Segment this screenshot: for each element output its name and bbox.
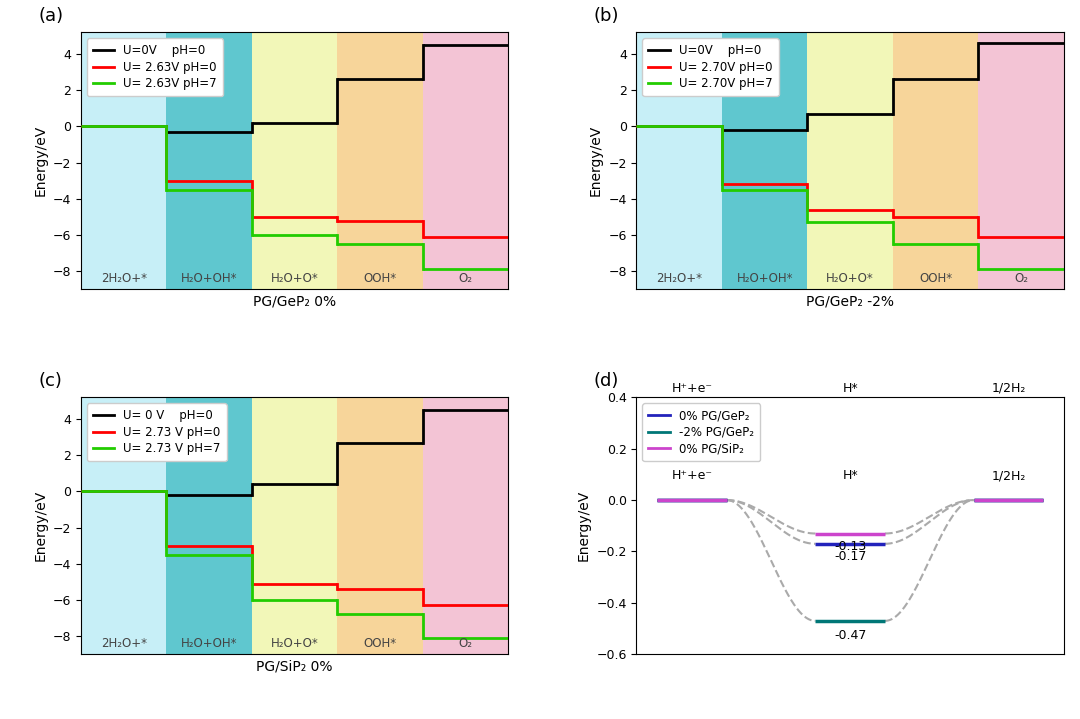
- Text: OOH*: OOH*: [364, 637, 396, 650]
- Text: H⁺+e⁻: H⁺+e⁻: [672, 382, 713, 395]
- Text: -0.17: -0.17: [834, 550, 866, 563]
- Text: 2H₂O+*: 2H₂O+*: [100, 272, 147, 285]
- Text: H*: H*: [842, 382, 858, 395]
- Y-axis label: Energy/eV: Energy/eV: [33, 125, 48, 196]
- X-axis label: PG/SiP₂ 0%: PG/SiP₂ 0%: [256, 660, 333, 674]
- Text: 1/2H₂: 1/2H₂: [991, 469, 1026, 482]
- Text: OOH*: OOH*: [364, 272, 396, 285]
- Text: -0.13: -0.13: [834, 540, 866, 553]
- Text: (d): (d): [594, 372, 619, 390]
- Text: OOH*: OOH*: [919, 272, 953, 285]
- Text: (c): (c): [38, 372, 63, 390]
- Text: H₂O+O*: H₂O+O*: [271, 637, 319, 650]
- Text: H⁺+e⁻: H⁺+e⁻: [672, 469, 713, 482]
- X-axis label: PG/GeP₂ -2%: PG/GeP₂ -2%: [806, 295, 894, 309]
- Text: H*: H*: [842, 469, 858, 482]
- Y-axis label: Energy/eV: Energy/eV: [577, 490, 591, 562]
- Text: H₂O+O*: H₂O+O*: [826, 272, 874, 285]
- Legend: 0% PG/GeP₂, -2% PG/GeP₂, 0% PG/SiP₂: 0% PG/GeP₂, -2% PG/GeP₂, 0% PG/SiP₂: [643, 403, 760, 461]
- Text: 2H₂O+*: 2H₂O+*: [657, 272, 702, 285]
- Y-axis label: Energy/eV: Energy/eV: [33, 490, 48, 562]
- Legend: U=0V    pH=0, U= 2.63V pH=0, U= 2.63V pH=7: U=0V pH=0, U= 2.63V pH=0, U= 2.63V pH=7: [86, 38, 224, 96]
- Text: (b): (b): [594, 6, 619, 24]
- Text: 2H₂O+*: 2H₂O+*: [100, 637, 147, 650]
- Text: H₂O+OH*: H₂O+OH*: [181, 272, 238, 285]
- Legend: U= 0 V    pH=0, U= 2.73 V pH=0, U= 2.73 V pH=7: U= 0 V pH=0, U= 2.73 V pH=0, U= 2.73 V p…: [86, 403, 227, 461]
- Text: 1/2H₂: 1/2H₂: [991, 382, 1026, 395]
- Text: (a): (a): [38, 6, 64, 24]
- Text: H₂O+OH*: H₂O+OH*: [181, 637, 238, 650]
- Text: O₂: O₂: [1014, 272, 1028, 285]
- Text: O₂: O₂: [459, 272, 473, 285]
- Text: H₂O+O*: H₂O+O*: [271, 272, 319, 285]
- Y-axis label: Energy/eV: Energy/eV: [589, 125, 603, 196]
- Text: -0.47: -0.47: [834, 628, 866, 641]
- Text: O₂: O₂: [459, 637, 473, 650]
- Text: H₂O+OH*: H₂O+OH*: [737, 272, 793, 285]
- Legend: U=0V    pH=0, U= 2.70V pH=0, U= 2.70V pH=7: U=0V pH=0, U= 2.70V pH=0, U= 2.70V pH=7: [643, 38, 779, 96]
- X-axis label: PG/GeP₂ 0%: PG/GeP₂ 0%: [253, 295, 336, 309]
